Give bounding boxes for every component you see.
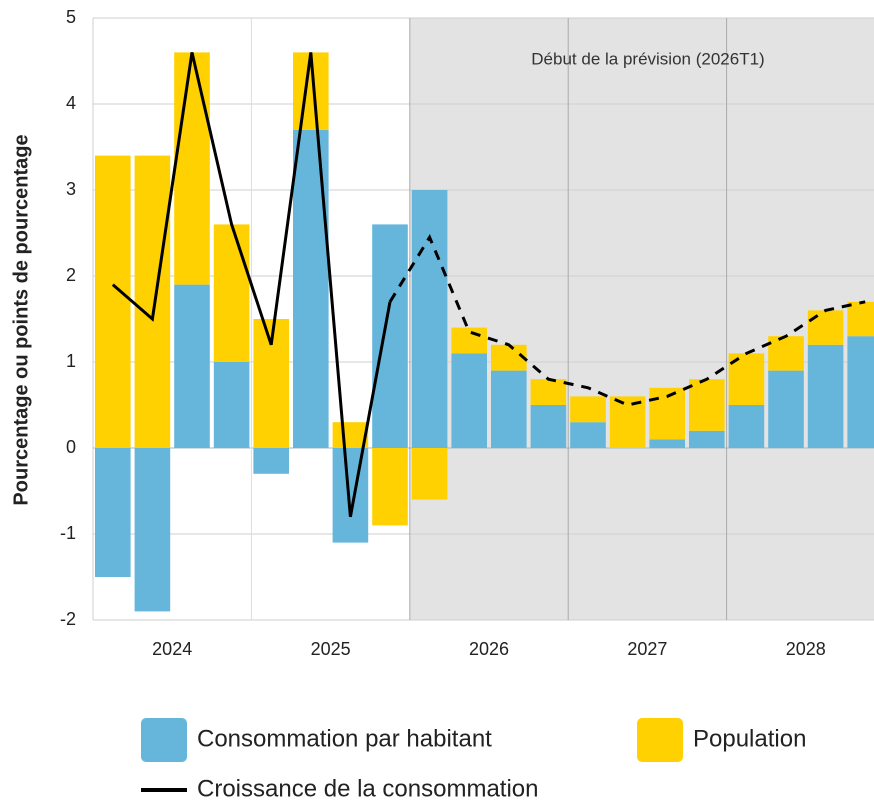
legend-swatch: [141, 718, 187, 762]
bar: [491, 344, 527, 371]
x-tick-label: 2027: [627, 639, 667, 659]
bar: [451, 327, 487, 354]
bar: [530, 379, 567, 405]
x-tick-label: 2024: [152, 639, 192, 659]
bar: [807, 344, 844, 448]
y-tick-label: 3: [66, 179, 76, 199]
y-tick-label: 1: [66, 351, 76, 371]
legend-label: Population: [693, 725, 806, 752]
bar: [609, 396, 646, 448]
bar: [768, 336, 804, 371]
bar: [411, 190, 448, 448]
y-tick-label: -1: [60, 523, 76, 543]
bar: [372, 224, 408, 448]
bar: [213, 224, 250, 362]
y-tick-label: 4: [66, 93, 76, 113]
x-tick-label: 2028: [786, 639, 826, 659]
bar: [530, 405, 567, 448]
bar: [847, 301, 874, 337]
bar: [134, 155, 171, 448]
bar: [411, 448, 448, 500]
bar: [293, 129, 329, 449]
bar: [372, 448, 408, 526]
y-tick-label: -2: [60, 609, 76, 629]
forecast-shade: [409, 18, 874, 620]
bar: [847, 336, 874, 448]
y-tick-label: 2: [66, 265, 76, 285]
bar: [451, 353, 487, 448]
bar: [768, 370, 804, 448]
y-tick-label: 5: [66, 7, 76, 27]
x-tick-label: 2026: [469, 639, 509, 659]
bar: [728, 405, 765, 448]
bar: [174, 284, 210, 448]
line-actual: [111, 52, 392, 518]
bar: [213, 362, 250, 448]
bar: [174, 52, 210, 285]
bar: [134, 448, 171, 612]
x-tick-label: 2025: [311, 639, 351, 659]
y-tick-label: 0: [66, 437, 76, 457]
y-axis-label: Pourcentage ou points de pourcentage: [10, 134, 32, 505]
bar: [689, 430, 725, 448]
legend-label: Croissance de la consommation: [197, 775, 539, 802]
bar: [95, 448, 131, 577]
legend-swatch: [637, 718, 683, 762]
bar: [807, 310, 844, 345]
legend-label: Consommation par habitant: [197, 725, 492, 752]
bar: [570, 396, 606, 423]
bar: [332, 422, 369, 448]
bar: [689, 379, 725, 431]
bar: [570, 422, 606, 448]
bar: [649, 439, 685, 448]
bar: [332, 448, 369, 543]
line-forecast: [388, 234, 866, 407]
bar: [253, 448, 289, 474]
bar: [491, 370, 527, 448]
annotation: Début de la prévision (2026T1): [531, 49, 764, 68]
bar: [95, 155, 131, 448]
